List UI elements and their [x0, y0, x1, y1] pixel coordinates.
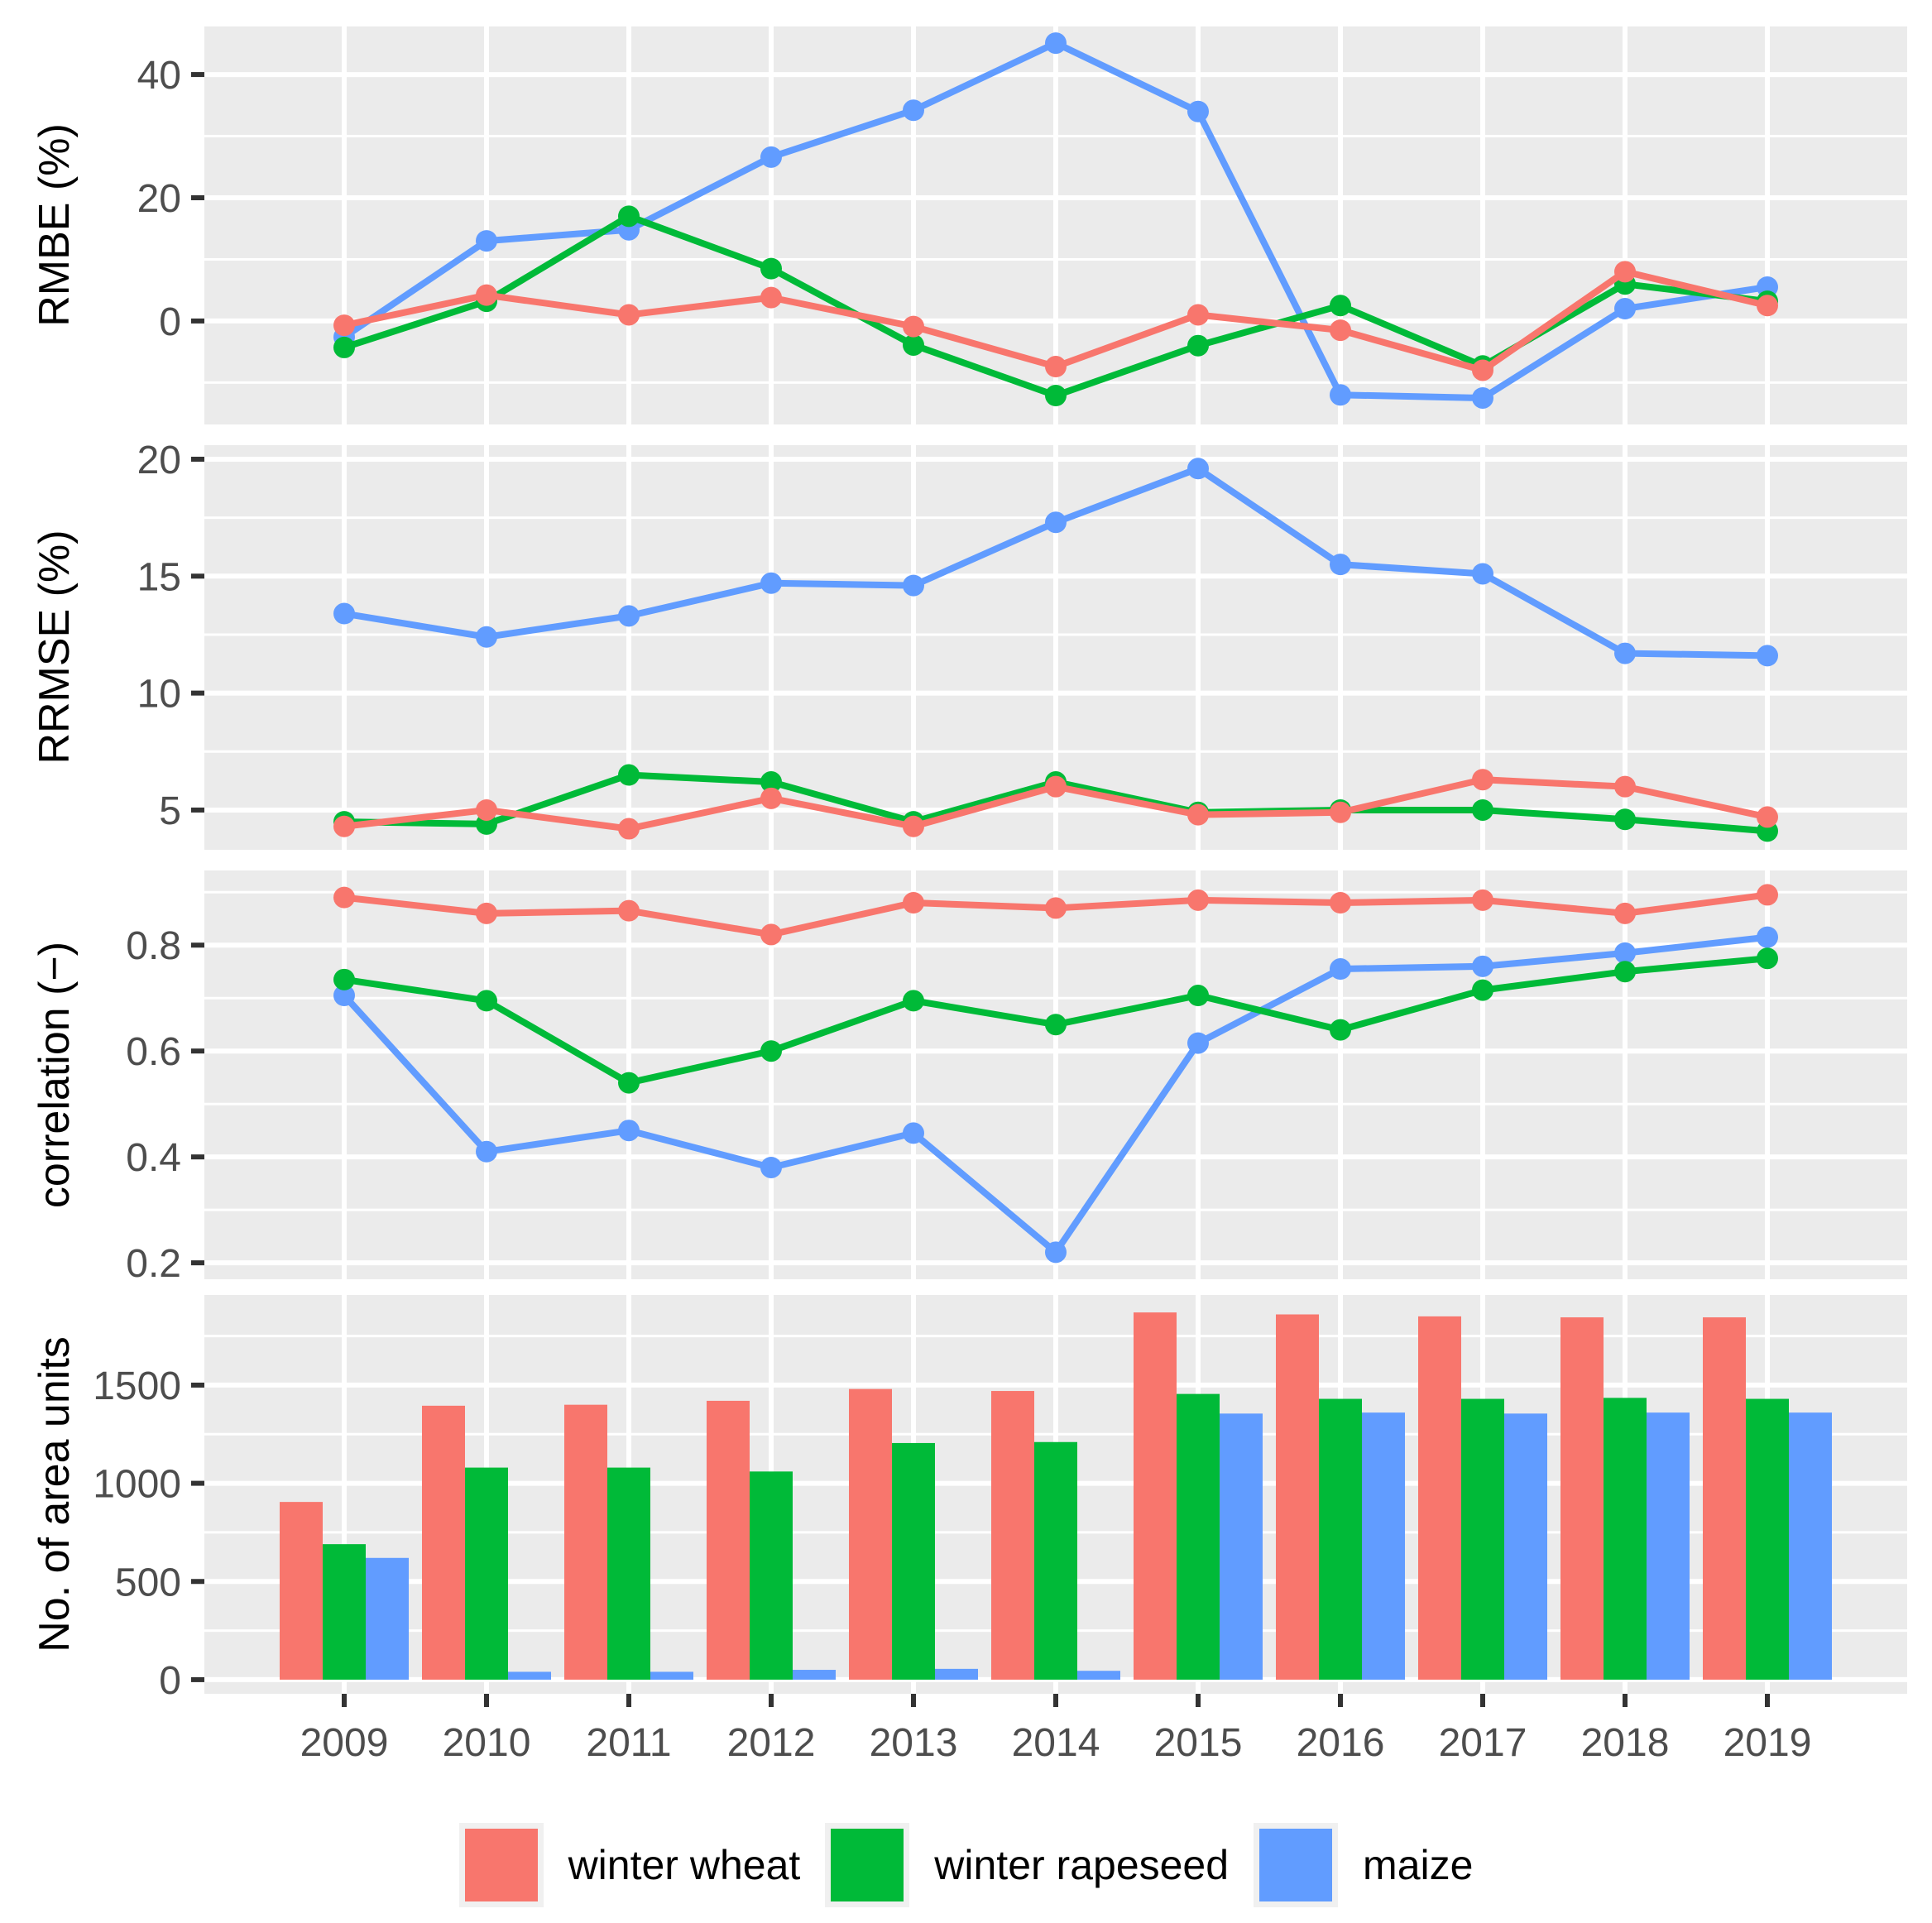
bar-winter-wheat	[1703, 1317, 1746, 1680]
bar-winter-wheat	[991, 1391, 1034, 1680]
x-tick-label: 2011	[586, 1721, 671, 1765]
y-tick-label: 0	[159, 1659, 181, 1703]
winter-wheat-swatch-icon	[464, 1829, 538, 1901]
y-tick-label: 20	[137, 177, 181, 221]
bar-maize	[1504, 1413, 1547, 1680]
bar-winter-wheat	[564, 1404, 607, 1680]
bar-maize	[1789, 1412, 1832, 1680]
bar-maize	[793, 1670, 836, 1680]
bar-maize	[935, 1668, 978, 1680]
y-tick-label: 20	[137, 439, 181, 482]
y-tick-label: 15	[137, 555, 181, 599]
x-axis: 2009 2010 2011 2012 2013 2014 2015 2016 2017 2018…	[300, 1694, 1812, 1765]
legend-key-winter-wheat	[458, 1823, 544, 1907]
bars-layer	[280, 1312, 1832, 1680]
bar-maize	[1362, 1412, 1405, 1680]
y-tick-label: 5	[159, 789, 181, 833]
bar-winter-wheat	[1418, 1316, 1461, 1680]
winter-rapeseed-swatch-icon	[831, 1829, 904, 1901]
y-tick-label: 0	[159, 300, 181, 344]
bar-maize	[1077, 1671, 1120, 1680]
bar-winter-rapeseed	[607, 1467, 650, 1680]
panel-0: 0 20 40	[137, 26, 1907, 424]
legend-item-winter-rapeseed: winter rapeseed	[825, 1823, 1229, 1907]
bar-maize	[366, 1557, 409, 1680]
x-tick-label: 2019	[1723, 1721, 1812, 1765]
x-tick-label: 2014	[1012, 1721, 1100, 1765]
series-winter-wheat	[333, 884, 1778, 946]
y-tick-label: 0.2	[126, 1242, 181, 1286]
bar-winter-rapeseed	[1746, 1398, 1789, 1680]
legend-label-maize: maize	[1363, 1842, 1474, 1888]
bar-winter-rapeseed	[1177, 1393, 1220, 1680]
bar-winter-rapeseed	[892, 1442, 935, 1680]
bar-maize	[508, 1671, 551, 1680]
bar-winter-wheat	[707, 1400, 750, 1680]
x-tick-label: 2013	[870, 1721, 958, 1765]
panel-1: 5 10 15 20	[137, 439, 1907, 850]
y-tick-label: 10	[137, 673, 181, 717]
bar-winter-rapeseed	[1034, 1441, 1077, 1680]
bar-winter-wheat	[1134, 1312, 1177, 1680]
bar-winter-rapeseed	[465, 1467, 508, 1680]
series-winter-rapeseed	[333, 947, 1778, 1094]
bar-winter-wheat	[1276, 1314, 1319, 1680]
series-winter-wheat	[333, 769, 1778, 840]
y-tick-label: 0.8	[126, 924, 181, 968]
x-tick-label: 2016	[1297, 1721, 1385, 1765]
series-maize	[333, 458, 1778, 667]
bar-winter-wheat	[1560, 1317, 1604, 1680]
y-tick-label: 1000	[93, 1463, 181, 1507]
bar-winter-wheat	[849, 1388, 892, 1680]
series-maize	[333, 926, 1778, 1264]
x-tick-label: 2010	[443, 1721, 531, 1765]
legend-key-maize	[1254, 1823, 1339, 1907]
bar-winter-wheat	[422, 1405, 465, 1680]
x-tick-label: 2012	[727, 1721, 816, 1765]
bar-winter-rapeseed	[750, 1471, 793, 1680]
bar-winter-wheat	[280, 1502, 323, 1680]
y-tick-label: 40	[137, 54, 181, 98]
bar-winter-rapeseed	[1461, 1398, 1504, 1680]
series-winter-wheat	[333, 261, 1778, 381]
y-axis-title-correlation: correlation (−)	[31, 941, 79, 1209]
x-tick-label: 2018	[1581, 1721, 1670, 1765]
maize-swatch-icon	[1259, 1829, 1333, 1901]
bar-maize	[650, 1671, 693, 1680]
x-tick-label: 2017	[1439, 1721, 1527, 1765]
y-tick-label: 1500	[93, 1364, 181, 1408]
x-tick-label: 2015	[1154, 1721, 1243, 1765]
legend-label-winter-rapeseed: winter rapeseed	[934, 1842, 1230, 1888]
bar-winter-rapeseed	[1319, 1398, 1362, 1680]
legend-item-winter-wheat: winter wheat	[458, 1823, 801, 1907]
bar-winter-rapeseed	[323, 1544, 366, 1680]
y-axis-title-rmbe: RMBE (%)	[31, 123, 79, 327]
legend-item-maize: maize	[1254, 1823, 1473, 1907]
y-tick-label: 500	[115, 1561, 181, 1604]
panel-2: 0.2 0.4 0.6 0.8	[126, 870, 1907, 1286]
bar-maize	[1220, 1413, 1263, 1680]
legend-key-winter-rapeseed	[825, 1823, 910, 1907]
y-axis-title-area-units: No. of area units	[31, 1336, 79, 1652]
bar-winter-rapeseed	[1604, 1398, 1647, 1680]
y-tick-label: 0.4	[126, 1136, 181, 1180]
bar-maize	[1647, 1412, 1690, 1680]
legend: winter wheat winter rapeseed maize	[0, 1823, 1932, 1907]
x-tick-label: 2009	[300, 1721, 389, 1765]
panel-3: 0 500 1000 1500	[93, 1295, 1907, 1703]
y-tick-label: 0.6	[126, 1030, 181, 1074]
legend-label-winter-wheat: winter wheat	[568, 1842, 801, 1888]
y-axis-title-rrmse: RRMSE (%)	[31, 530, 79, 765]
